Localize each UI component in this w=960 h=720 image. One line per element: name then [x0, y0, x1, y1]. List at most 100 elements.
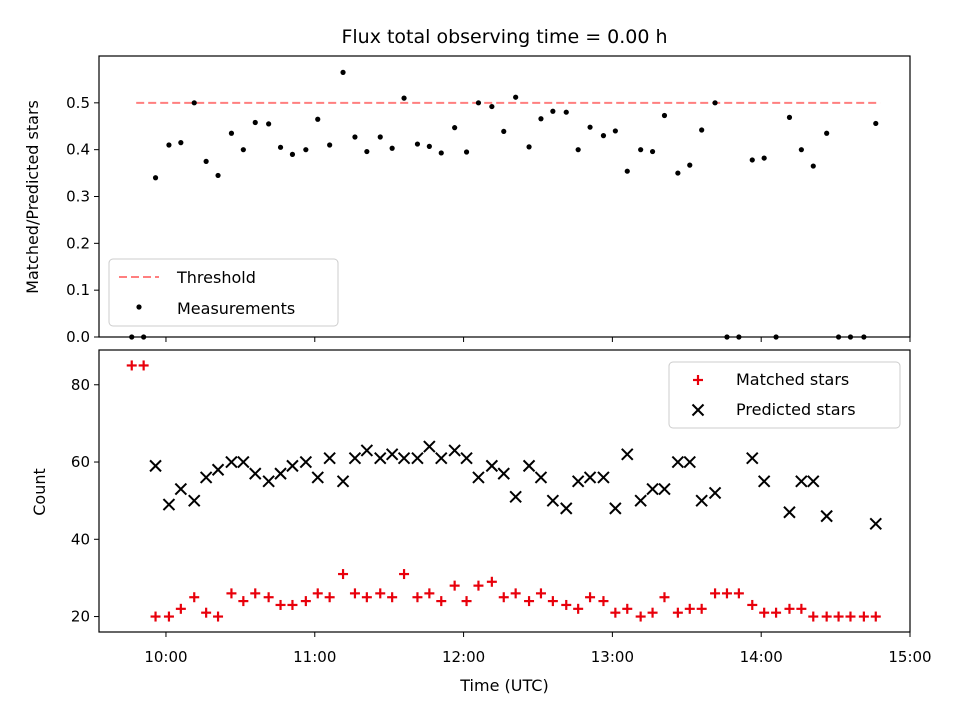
bottom-plot-frame	[98, 349, 911, 633]
legend-threshold-label: Threshold	[176, 268, 256, 287]
measurement-point	[401, 95, 407, 101]
predicted-star-point	[385, 448, 399, 461]
matched-star-point	[747, 599, 758, 610]
matched-star-point	[510, 588, 521, 599]
measurement-point	[414, 141, 421, 147]
matched-star-point	[201, 607, 212, 618]
matched-star-point	[461, 596, 472, 607]
measurement-point	[699, 127, 705, 133]
measurement-point	[526, 144, 532, 150]
measurement-point	[661, 112, 668, 119]
predicted-star-point	[571, 475, 585, 488]
matched-star-point	[573, 603, 584, 614]
matched-star-point	[387, 592, 398, 603]
predicted-star-point	[534, 471, 548, 484]
predicted-star-point	[262, 475, 275, 488]
matched-star-point	[375, 588, 386, 599]
predicted-star-point	[795, 475, 808, 488]
measurement-point	[215, 172, 221, 179]
predicted-star-point	[188, 494, 201, 507]
predicted-star-point	[560, 502, 573, 515]
legend-predicted-swatch	[691, 403, 705, 417]
measurement-point	[240, 147, 246, 153]
matched-star-point	[412, 592, 423, 603]
predicted-star-point	[522, 459, 536, 473]
measurement-point	[289, 151, 296, 157]
measurement-point	[675, 170, 681, 176]
legend-measurements-swatch	[136, 304, 142, 310]
legend-measurements-label: Measurements	[177, 299, 295, 318]
matched-star-point	[361, 592, 372, 603]
predicted-star-point	[621, 448, 634, 461]
x-axis-label: Time (UTC)	[459, 676, 548, 695]
predicted-star-point	[360, 444, 374, 457]
chart-title: Flux total observing time = 0.00 h	[341, 26, 667, 48]
bottom-x-axis-ticks: 10:00 11:00 12:00 13:00 14:00 15:00	[144, 632, 932, 666]
predicted-star-point	[671, 455, 685, 469]
top-legend-box	[108, 258, 339, 327]
measurement-point	[513, 94, 519, 100]
top-y-tick-label: 0.5	[66, 94, 90, 112]
measurement-point	[228, 130, 235, 136]
matched-star-point	[647, 607, 658, 618]
predicted-star-point	[646, 482, 659, 496]
measurement-point	[452, 125, 458, 131]
measurement-point	[600, 133, 607, 139]
bottom-y-tick-label: 40	[71, 530, 90, 548]
predicted-star-point	[311, 471, 324, 484]
matched-star-point	[833, 611, 844, 622]
measurement-point	[166, 142, 172, 148]
matched-star-point	[250, 588, 261, 599]
matched-star-point	[684, 603, 695, 614]
matched-star-point	[349, 588, 360, 599]
measurement-point	[377, 134, 383, 140]
top-y-tick-label: 0.3	[66, 188, 90, 206]
predicted-stars-group	[149, 440, 882, 531]
matched-star-point	[300, 596, 311, 607]
top-y-axis-ticks: 0.0 0.1 0.2 0.3 0.4 0.5	[66, 94, 99, 346]
matched-star-point	[424, 588, 435, 599]
measurement-point	[649, 148, 656, 155]
matched-star-point	[870, 611, 881, 622]
measurement-point	[203, 158, 209, 164]
measurement-point	[340, 69, 346, 75]
predicted-star-point	[199, 471, 213, 484]
predicted-star-point	[695, 494, 708, 507]
bottom-y-tick-label: 20	[71, 608, 90, 626]
matched-star-point	[547, 596, 558, 607]
measurement-point	[824, 130, 830, 136]
measurement-point	[873, 120, 879, 127]
predicted-star-point	[746, 451, 759, 465]
top-y-tick-label: 0.0	[66, 328, 90, 346]
matched-star-point	[275, 599, 286, 610]
measurement-point	[612, 128, 618, 134]
matched-star-point	[213, 611, 224, 622]
matched-star-point	[175, 603, 186, 614]
matched-star-point	[672, 607, 683, 618]
measurement-point	[327, 142, 333, 148]
matched-star-point	[585, 592, 596, 603]
legend-matched-swatch	[693, 375, 703, 385]
measurement-point	[266, 121, 272, 127]
bottom-legend-box	[668, 361, 901, 429]
bottom-y-tick-label: 80	[71, 376, 90, 394]
bottom-x-tick-label: 10:00	[144, 648, 187, 666]
measurement-point	[191, 100, 197, 106]
measurement-point	[489, 103, 495, 110]
predicted-star-point	[149, 459, 162, 473]
bottom-y-axis-label: Count	[30, 468, 49, 516]
matched-star-point	[821, 611, 832, 622]
matched-star-point	[498, 592, 509, 603]
matched-star-point	[759, 607, 770, 618]
bottom-legend: Matched stars Predicted stars	[668, 361, 901, 429]
predicted-star-point	[783, 506, 796, 519]
measurement-point	[575, 147, 581, 153]
matched-star-point	[598, 596, 609, 607]
predicted-star-point	[374, 451, 387, 465]
measurement-point	[563, 109, 569, 115]
measurement-point	[438, 150, 444, 156]
matched-star-point	[635, 611, 646, 622]
measurement-point	[712, 100, 718, 106]
matched-star-point	[610, 607, 621, 618]
predicted-star-point	[237, 455, 250, 469]
